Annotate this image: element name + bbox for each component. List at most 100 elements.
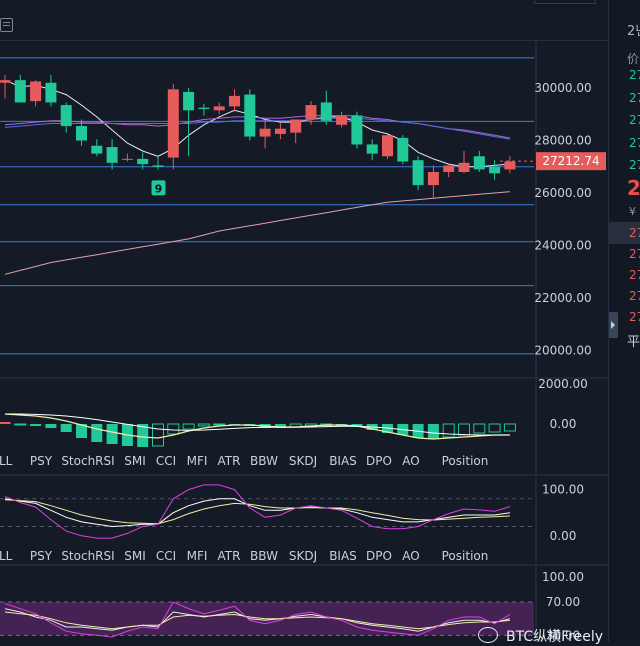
macd-histogram-bar [152,423,164,447]
indicator-tab[interactable]: ATR [218,454,241,468]
candle-body[interactable] [137,158,149,165]
indicator-tab[interactable]: ATR [218,549,241,563]
current-price-label: 27212.74 [542,154,599,168]
macd-histogram-bar [274,424,286,428]
candle-body[interactable] [106,147,118,163]
bid-price-row[interactable]: 27 [629,310,640,324]
chart-canvas[interactable]: 30000.00 28000.00 26000.00 24000.00 22000.00… [0,0,608,642]
candle-body[interactable] [397,137,409,162]
indicator-tab[interactable]: SMI [124,549,146,563]
ask-price-row[interactable]: 27 [629,90,640,105]
candle-body[interactable] [60,105,72,127]
candle-body[interactable] [0,80,11,83]
macd-histogram-bar [473,423,486,434]
macd-axis-tick-label: 0.00 [550,417,577,431]
candle-body[interactable] [244,94,256,137]
price-axis-tick-label: 20000.00 [534,343,591,357]
candle-body[interactable] [336,115,348,125]
macd-histogram-bar [14,423,27,426]
price-axis-tick-label: 26000.00 [534,186,591,200]
indicator-tab[interactable]: BIAS [329,454,357,468]
candle-body[interactable] [30,81,42,102]
bid-price-row[interactable]: 27 [629,268,640,282]
indicator-tab[interactable]: CCI [156,549,176,563]
indicator-tab[interactable]: CCI [156,454,176,468]
macd-histogram-bar [213,423,226,426]
moving-average-line [4,117,510,140]
candle-body[interactable] [458,162,470,172]
indicator-tab[interactable]: StochRSI [61,454,114,468]
ask-price-row[interactable]: 27 [629,135,640,150]
indicator-tab[interactable]: SKDJ [289,454,317,468]
indicator-tab[interactable]: BBW [250,549,278,563]
indicator-tab[interactable]: MFI [187,549,208,563]
candle-body[interactable] [14,80,26,103]
watermark: BTC纵横Freely [478,626,603,646]
candle-body[interactable] [259,128,271,137]
macd-histogram-bar [197,423,210,427]
candle-body[interactable] [443,165,455,172]
indicator-tab[interactable]: AO [402,549,419,563]
candle-body[interactable] [366,144,378,154]
candle-body[interactable] [473,156,485,170]
candle-body[interactable] [45,82,57,103]
candle-body[interactable] [274,128,286,134]
candle-body[interactable] [351,115,363,145]
ask-price-row[interactable]: 27 [629,68,640,82]
indicator-tab[interactable]: DPO [366,454,392,468]
candle-body[interactable] [213,106,225,111]
moving-average-line [4,79,510,168]
bid-price-row[interactable]: 27 [629,289,640,303]
candle-body[interactable] [305,105,317,120]
indicator-tab[interactable]: BBW [250,454,278,468]
ask-price-row[interactable]: 27 [629,158,640,172]
indicator-tab[interactable]: DPO [366,549,392,563]
candle-body[interactable] [152,165,164,167]
indicator-tab[interactable]: MFI [187,454,208,468]
candle-body[interactable] [76,126,87,141]
candle-body[interactable] [290,119,302,133]
chart-area[interactable]: 30000.00 28000.00 26000.00 24000.00 22000.00… [0,0,608,642]
bid-price-row[interactable]: 27 [629,247,640,261]
panel-bottom-text[interactable]: 平 [627,335,640,350]
candle-body[interactable] [121,158,133,160]
indicator-tab[interactable]: Position [442,549,489,563]
candle-body[interactable] [504,161,516,170]
macd-histogram-bar [427,424,439,439]
indicator-tab[interactable]: LL [0,454,13,468]
candle-body[interactable] [198,107,210,110]
macd-histogram-bar [106,424,118,444]
indicator-tab[interactable]: PSY [30,549,53,563]
candle-body[interactable] [229,95,240,107]
last-price-big: 27 [627,176,640,200]
indicator-tab[interactable]: AO [402,454,419,468]
macd-histogram-bar [76,424,87,438]
toolbar-menu-icon[interactable] [0,18,13,32]
candle-body[interactable] [91,145,103,154]
indicator-tab[interactable]: PSY [30,454,53,468]
moving-average-line [4,191,510,275]
bid-price-row[interactable]: 27 [629,226,640,240]
candle-body[interactable] [382,135,393,157]
ask-price-row[interactable]: 27 [629,113,640,127]
indicator-tab[interactable]: SMI [124,454,146,468]
indicator-tab[interactable]: SKDJ [289,549,317,563]
indicator-tab[interactable]: LL [0,549,13,563]
candle-body[interactable] [167,89,179,158]
candle-body[interactable] [427,171,439,186]
kdj-axis-tick-label: 0.00 [550,529,577,543]
macd-histogram-bar [182,423,195,430]
watermark-text: BTC纵横Freely [506,629,603,645]
macd-histogram-bar [0,422,11,424]
indicator-tab[interactable]: Position [442,454,489,468]
collapse-panel-button[interactable] [609,312,618,338]
indicator-tab[interactable]: StochRSI [61,549,114,563]
candle-body[interactable] [183,91,195,111]
current-price-tag [536,152,606,171]
candle-body[interactable] [320,102,332,121]
panel-tab-text[interactable]: 2년 [627,24,640,39]
candle-body[interactable] [489,166,501,174]
indicator-tab[interactable]: BIAS [329,549,357,563]
rsi-axis-tick-label: 30.00 [546,628,580,642]
candle-body[interactable] [412,160,424,186]
